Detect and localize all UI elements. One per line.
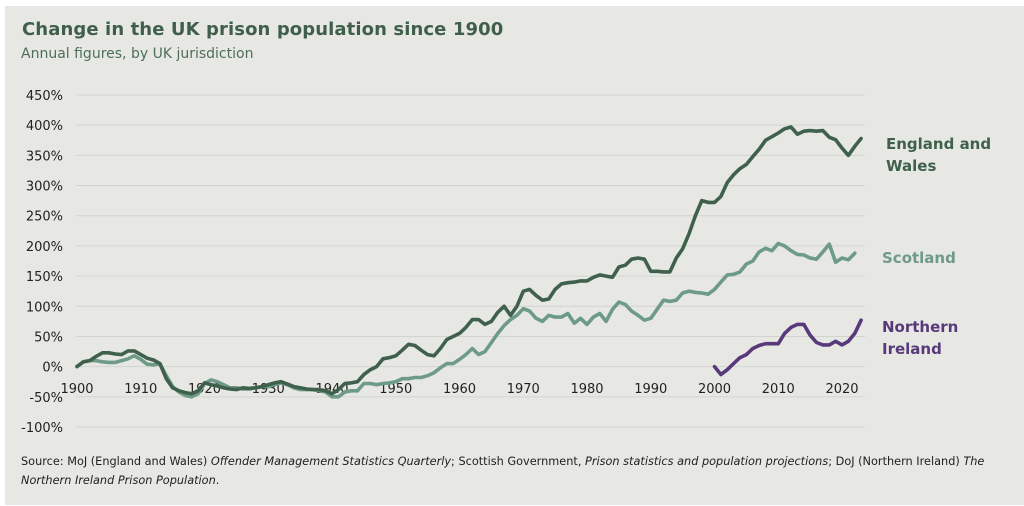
series-lines (75, 125, 863, 399)
series-labels: England and Wales Scotland Northern Ireland (882, 135, 991, 358)
x-tick-label: 1970 (507, 382, 540, 397)
chart-title: Change in the UK prison population since… (22, 19, 504, 40)
y-tick-label: 250% (26, 210, 63, 225)
x-tick-label: 1980 (570, 382, 603, 397)
source-mid-2: ; DoJ (Northern Ireland) (828, 455, 964, 468)
series-label-england-and-wales: England and Wales (886, 135, 991, 175)
series-line-scotland (75, 241, 857, 399)
x-tick-label: 1910 (124, 382, 157, 397)
y-tick-label: 50% (34, 330, 63, 345)
source-prefix: Source: MoJ (England and Wales) (21, 455, 211, 468)
x-tick-label: 1960 (443, 382, 476, 397)
y-tick-label: 400% (26, 119, 63, 134)
y-tick-label: 300% (26, 180, 63, 195)
source-note: Source: MoJ (England and Wales) Offender… (21, 452, 1001, 490)
source-title-doj: The Northern Ireland Prison Population (21, 455, 985, 487)
source-suffix: . (215, 474, 220, 487)
gridlines (76, 94, 865, 428)
series-line-england-and-wales (75, 125, 863, 396)
y-tick-label: 200% (26, 240, 63, 255)
x-tick-label: 1900 (60, 382, 93, 397)
x-tick-label: 2010 (762, 382, 795, 397)
y-tick-label: 100% (26, 300, 63, 315)
source-title-scotgov: Prison statistics and population project… (585, 455, 829, 468)
chart-subtitle: Annual figures, by UK jurisdiction (21, 46, 254, 62)
x-tick-label: 1990 (634, 382, 667, 397)
series-label-northern-ireland: Northern Ireland (882, 318, 958, 358)
y-tick-label: 0% (42, 361, 63, 376)
series-label-scotland: Scotland (882, 249, 956, 267)
y-tick-label: 150% (26, 270, 63, 285)
y-tick-label: 350% (26, 149, 63, 164)
y-tick-label: -50% (29, 391, 63, 406)
y-tick-label: 450% (26, 89, 63, 104)
x-tick-label: 1950 (379, 382, 412, 397)
source-title-moj: Offender Management Statistics Quarterly (210, 455, 452, 468)
source-mid-1: ; Scottish Government, (451, 455, 586, 468)
y-axis-tick-labels: 450% 400% 350% 300% 250% 200% 150% 100% 50% 0% -50… (21, 89, 63, 436)
x-tick-label: 2000 (698, 382, 731, 397)
x-tick-label: 2020 (825, 382, 858, 397)
series-line-northern-ireland (712, 318, 863, 377)
y-tick-label: -100% (21, 421, 63, 436)
